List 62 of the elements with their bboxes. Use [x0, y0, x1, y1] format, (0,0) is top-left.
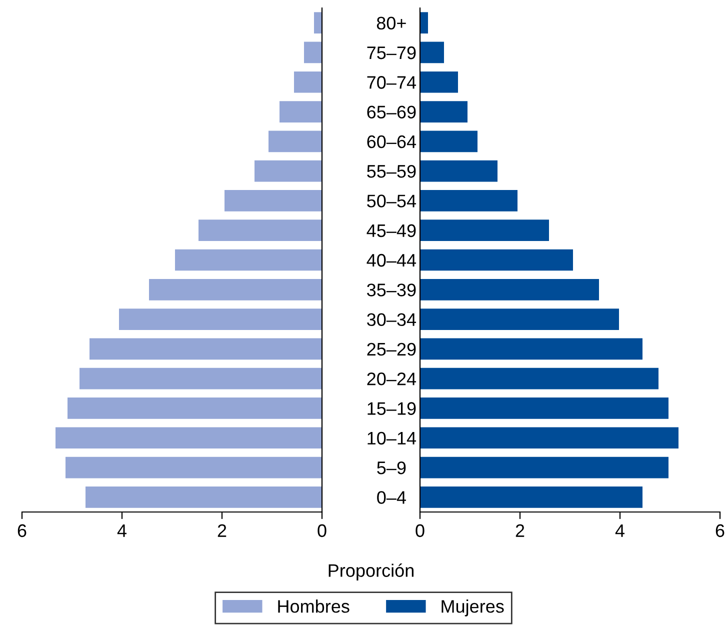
- y-tick-label: 30–34: [367, 313, 416, 326]
- y-tick-label: 45–49: [366, 224, 416, 238]
- bar: [420, 130, 478, 152]
- y-tick-label: 50–54: [367, 194, 416, 208]
- x-tick-label: 0: [318, 524, 326, 538]
- bar: [86, 486, 322, 508]
- x-axis-title: Proporción: [328, 563, 414, 581]
- bar: [314, 12, 322, 34]
- bar: [420, 220, 549, 242]
- x-tick-label: 2: [516, 524, 524, 537]
- x-tick-label: 4: [117, 524, 126, 537]
- bar: [420, 160, 498, 182]
- x-tick-label: 6: [18, 524, 26, 538]
- bar: [420, 101, 468, 122]
- bar: [420, 398, 668, 419]
- x-tick-label: 2: [218, 524, 226, 537]
- bar: [420, 278, 599, 300]
- y-tick-label: 10–14: [368, 432, 416, 445]
- bar: [90, 338, 322, 360]
- bar: [198, 220, 322, 242]
- y-tick-label: 55–59: [367, 164, 416, 178]
- bar: [420, 486, 642, 508]
- y-tick-label: 0–4: [377, 491, 406, 504]
- y-tick-label: 25–29: [367, 342, 416, 356]
- bar: [66, 456, 322, 478]
- x-tick-label: 0: [416, 524, 424, 538]
- bar: [420, 190, 518, 212]
- bar: [420, 12, 428, 34]
- y-tick-label: 40–44: [366, 254, 416, 267]
- y-tick-label: 75–79: [367, 46, 416, 60]
- bar: [420, 427, 678, 449]
- y-tick-label: 65–69: [367, 106, 416, 118]
- bar: [268, 130, 322, 152]
- legend-label: Mujeres: [442, 600, 504, 616]
- bar: [304, 42, 322, 64]
- bar: [175, 249, 322, 271]
- bar: [420, 456, 668, 478]
- bar: [254, 160, 322, 182]
- bar: [149, 278, 322, 300]
- y-tick-label: 80+: [376, 16, 406, 30]
- y-tick-label: 5–9: [377, 461, 406, 474]
- bar: [420, 368, 658, 390]
- y-tick-label: 60–64: [367, 135, 416, 148]
- y-tick-label: 35–39: [367, 284, 416, 296]
- bar: [294, 71, 322, 93]
- bar: [420, 308, 619, 330]
- bar: [280, 101, 322, 122]
- bar: [56, 427, 322, 449]
- bar: [420, 71, 458, 93]
- legend-label: Hombres: [278, 600, 350, 613]
- x-tick-label: 4: [615, 524, 624, 537]
- bar: [420, 249, 573, 271]
- y-tick-label: 15–19: [368, 402, 416, 415]
- bar: [420, 338, 642, 360]
- bar: [224, 190, 322, 212]
- x-tick-label: 6: [716, 524, 724, 538]
- y-tick-label: 20–24: [367, 372, 416, 386]
- bar: [420, 42, 444, 64]
- y-tick-label: 70–74: [367, 76, 416, 89]
- bar: [80, 368, 322, 390]
- bar: [68, 398, 322, 419]
- bar: [119, 308, 322, 330]
